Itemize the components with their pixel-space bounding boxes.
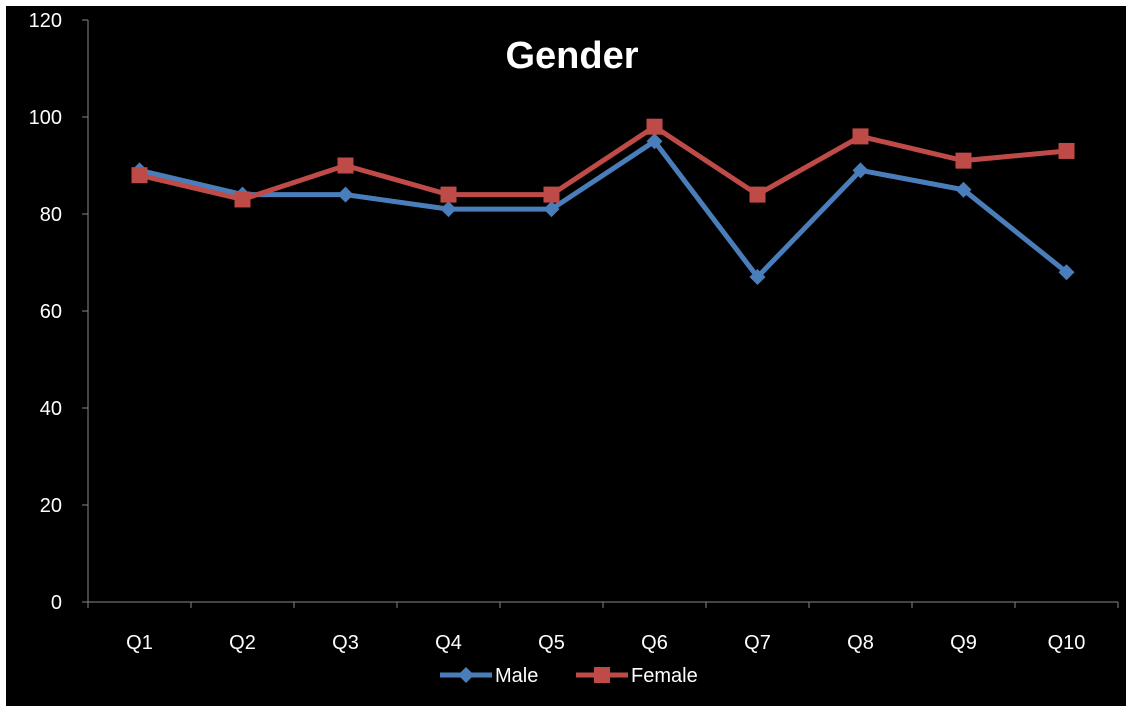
y-tick-label: 0 xyxy=(51,592,62,614)
chart-background xyxy=(6,6,1126,706)
chart-title: Gender xyxy=(505,35,638,77)
data-point-male xyxy=(1058,264,1075,281)
x-tick-label: Q3 xyxy=(332,632,359,654)
y-tick-label: 40 xyxy=(40,398,62,420)
data-point-female xyxy=(1058,142,1075,159)
data-point-female xyxy=(955,152,972,169)
data-point-female xyxy=(852,128,869,145)
data-point-male xyxy=(749,269,766,286)
data-point-male xyxy=(955,181,972,198)
series-male xyxy=(131,133,1075,286)
x-tick-label: Q8 xyxy=(847,632,874,654)
data-point-female xyxy=(543,186,560,203)
y-tick-label: 120 xyxy=(29,10,62,32)
x-tick-label: Q6 xyxy=(641,632,668,654)
x-tick-label: Q9 xyxy=(950,632,977,654)
series-female xyxy=(131,118,1075,208)
y-tick-label: 80 xyxy=(40,204,62,226)
series-line-female xyxy=(137,124,1069,202)
legend-marker-male xyxy=(458,667,474,683)
axes: 0 20 40 60 80 100 120 Q1 Q2 Q3 Q4 Q5 Q6 Q7 Q8 Q9 Q10 xyxy=(29,10,1119,654)
data-point-female xyxy=(234,191,251,208)
data-point-male xyxy=(543,201,560,218)
legend: Male Female xyxy=(440,665,698,687)
x-tick-label: Q4 xyxy=(435,632,462,654)
x-tick-label: Q2 xyxy=(229,632,256,654)
y-tick-label: 60 xyxy=(40,301,62,323)
legend-item-male: Male xyxy=(440,665,538,687)
data-point-male xyxy=(852,162,869,179)
data-point-female xyxy=(749,186,766,203)
data-point-female xyxy=(440,186,457,203)
x-tick-label: Q5 xyxy=(538,632,565,654)
legend-label-male: Male xyxy=(495,665,538,687)
legend-marker-female xyxy=(594,667,610,683)
legend-label-female: Female xyxy=(631,665,698,687)
x-tick-label: Q1 xyxy=(126,632,153,654)
series-line-male xyxy=(137,138,1069,280)
y-tick-label: 100 xyxy=(29,107,62,129)
data-point-female xyxy=(646,118,663,135)
data-point-male xyxy=(440,201,457,218)
series-layer xyxy=(131,118,1075,286)
data-point-female xyxy=(337,157,354,174)
data-point-female xyxy=(131,167,148,184)
x-tick-label: Q10 xyxy=(1048,632,1086,654)
data-point-male xyxy=(337,186,354,203)
y-tick-label: 20 xyxy=(40,495,62,517)
legend-item-female: Female xyxy=(576,665,698,687)
data-point-male xyxy=(646,133,663,150)
x-tick-label: Q7 xyxy=(744,632,771,654)
